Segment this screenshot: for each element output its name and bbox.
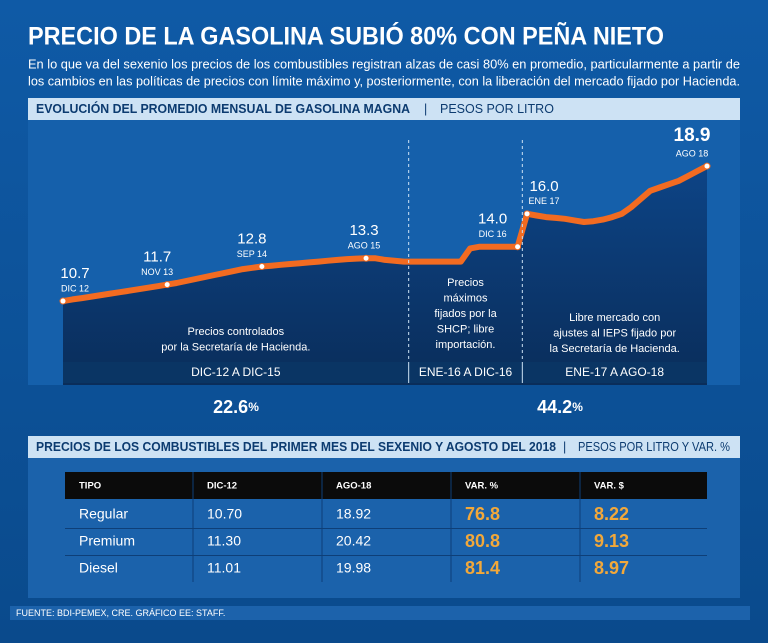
- table-cell: Regular: [79, 506, 128, 522]
- period-band: [63, 362, 707, 383]
- value-label: 18.9: [674, 125, 711, 146]
- unit-label: PESOS POR LITRO: [440, 102, 554, 116]
- separator: |: [563, 440, 566, 454]
- table-cell: 10.70: [207, 506, 242, 522]
- point: [258, 262, 266, 270]
- period-note: importación.: [436, 339, 496, 351]
- value-label: 13.3: [349, 222, 378, 239]
- point: [362, 254, 370, 262]
- table-cell: 81.4: [465, 558, 500, 578]
- table-title: PRECIOS DE LOS COMBUSTIBLES DEL PRIMER M…: [36, 440, 556, 454]
- table-cell: 11.01: [207, 560, 241, 576]
- point: [703, 162, 711, 170]
- period-note: Precios controlados: [188, 326, 285, 338]
- column-header: AGO-18: [336, 481, 371, 492]
- table-cell: 80.8: [465, 531, 500, 551]
- change-unit: %: [248, 400, 259, 414]
- table-cell: 8.22: [594, 504, 629, 524]
- column-header: DIC-12: [207, 481, 237, 492]
- value-label: 14.0: [478, 211, 507, 228]
- table: TIPO DIC-12 AGO-18 VAR. % VAR. $ Regular 10.70…: [65, 472, 707, 582]
- column-header: TIPO: [79, 481, 101, 492]
- value-label: 11.7: [143, 249, 171, 266]
- table-header: [65, 472, 707, 499]
- intro-line: En lo que va del sexenio los precios de …: [28, 56, 740, 71]
- table-cell: 76.8: [465, 504, 500, 524]
- table-cell: 18.92: [336, 506, 371, 522]
- table-cell: 19.98: [336, 560, 371, 576]
- point: [59, 297, 67, 305]
- chart: DIC-12 A DIC-15 Precios controlados por la…: [59, 125, 711, 417]
- period-note: fijados por la: [434, 308, 497, 320]
- point-label: ENE 17: [529, 196, 560, 206]
- title: PRECIO DE LA GASOLINA SUBIÓ 80% CON PEÑA…: [28, 21, 664, 51]
- point-label: DIC 16: [479, 229, 507, 239]
- table-cell: Diesel: [79, 560, 118, 576]
- column-header: VAR. $: [594, 481, 625, 492]
- chart-title: EVOLUCIÓN DEL PROMEDIO MENSUAL DE GASOLI…: [36, 101, 410, 116]
- table-cell: Premium: [79, 533, 135, 549]
- period-label: DIC-12 A DIC-15: [191, 365, 281, 379]
- period-label: ENE-17 A AGO-18: [565, 365, 664, 379]
- point: [163, 281, 171, 289]
- point-label: AGO 18: [676, 148, 709, 158]
- area: [63, 166, 707, 385]
- section-bar: [28, 436, 740, 458]
- period-note: Precios: [447, 277, 484, 289]
- table-cell: 20.42: [336, 533, 371, 549]
- column-header: VAR. %: [465, 481, 499, 492]
- table-cell: 11.30: [207, 533, 241, 549]
- table-cell: 8.97: [594, 558, 629, 578]
- point: [514, 243, 522, 251]
- change-unit: %: [572, 400, 583, 414]
- change-value: 44.2: [537, 397, 572, 417]
- section-bar: [28, 98, 740, 120]
- point-label: DIC 12: [61, 283, 89, 293]
- period-change: 22.6%: [213, 397, 259, 417]
- value-label: 12.8: [237, 230, 266, 247]
- intro-line: los cambios en las políticas de precios …: [28, 73, 740, 88]
- table-subtitle: PESOS POR LITRO Y VAR. %: [578, 440, 730, 454]
- period-note: SHCP; libre: [437, 323, 494, 335]
- table-cell: 9.13: [594, 531, 629, 551]
- period-note: Libre mercado con: [569, 312, 660, 324]
- point-label: NOV 13: [141, 267, 173, 277]
- separator: |: [424, 102, 427, 116]
- period-label: ENE-16 A DIC-16: [419, 365, 513, 379]
- period-change: 44.2%: [537, 397, 583, 417]
- change-value: 22.6: [213, 397, 248, 417]
- footer-bar: [10, 606, 750, 620]
- point: [523, 210, 531, 218]
- period-note: por la Secretaría de Hacienda.: [161, 341, 310, 353]
- value-label: 16.0: [529, 178, 558, 195]
- point-label: AGO 15: [348, 241, 381, 251]
- value-label: 10.7: [60, 265, 89, 282]
- period-note: máximos: [443, 292, 488, 304]
- period-note: ajustes al IEPS fijado por: [553, 327, 676, 339]
- footer: FUENTE: BDI-PEMEX, CRE. GRÁFICO EE: STAF…: [16, 608, 225, 618]
- point-label: SEP 14: [237, 249, 267, 259]
- period-note: la Secretaría de Hacienda.: [550, 343, 680, 355]
